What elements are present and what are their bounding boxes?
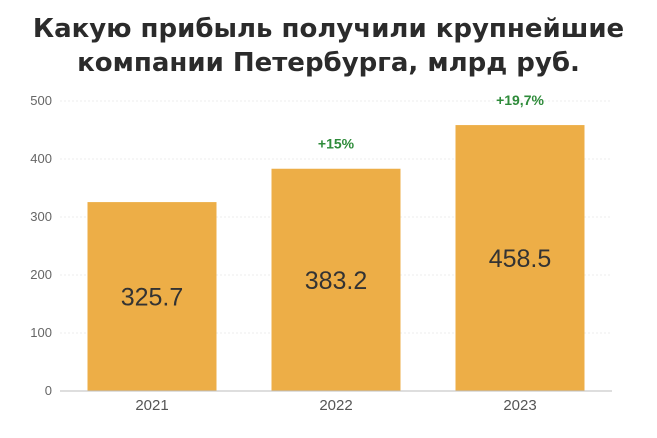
y-tick-label: 0: [45, 383, 52, 398]
x-tick-label: 2023: [503, 397, 536, 414]
x-axis: 2021 2022 2023: [60, 390, 612, 414]
bar-value-label: 458.5: [489, 245, 552, 273]
bar-2022: [271, 168, 401, 391]
bar-2021: [87, 202, 217, 391]
y-axis: 0 100 200 300 400 500: [30, 93, 52, 398]
y-tick-label: 400: [30, 151, 52, 166]
x-tick-label: 2021: [135, 397, 168, 414]
x-tick-label: 2022: [319, 397, 352, 414]
change-label: +19,7%: [496, 92, 544, 108]
chart-title-line-2: компании Петербурга, млрд руб.: [77, 48, 580, 78]
bars: 325.7 383.2 +15% 458.5 +19,7%: [87, 92, 585, 391]
y-tick-label: 100: [30, 325, 52, 340]
y-tick-label: 300: [30, 209, 52, 224]
y-tick-label: 200: [30, 267, 52, 282]
y-tick-label: 500: [30, 93, 52, 108]
change-label: +15%: [318, 136, 355, 152]
bar-2023: [455, 125, 585, 391]
chart-title: Какую прибыль получили крупнейшие компан…: [0, 12, 657, 80]
bar-value-label: 383.2: [305, 267, 368, 295]
bar-value-label: 325.7: [121, 284, 184, 312]
chart-title-line-1: Какую прибыль получили крупнейшие: [32, 14, 625, 44]
